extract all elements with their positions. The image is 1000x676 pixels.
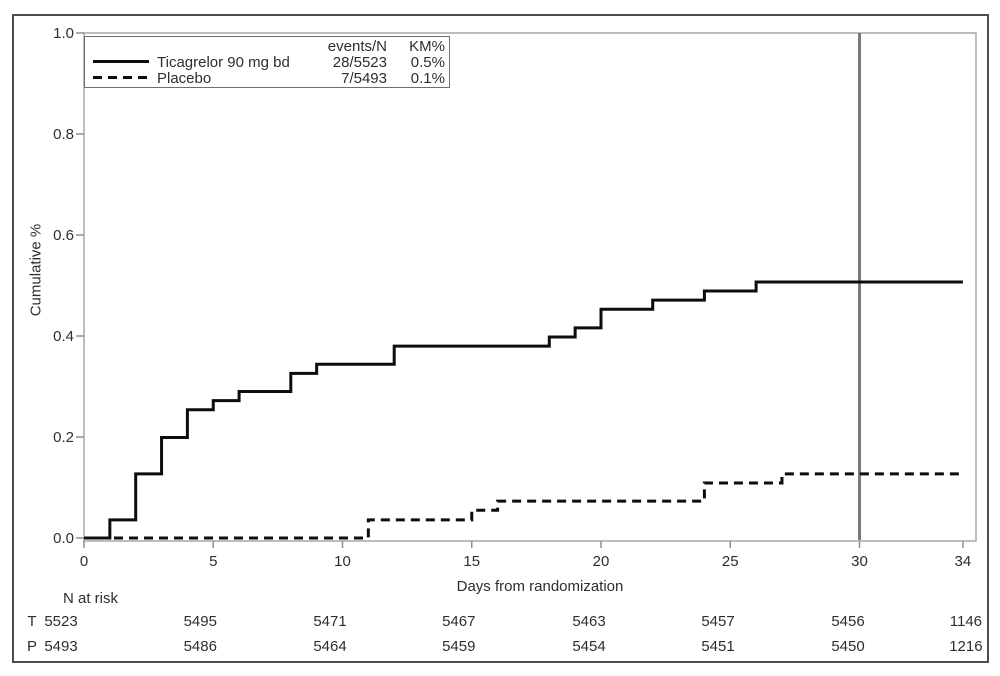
n-at-risk-row-ticagrelor: T 5523 5495 5471 5467 5463 5457 5456 1146 bbox=[0, 613, 1000, 630]
legend-header-row: events/N KM% bbox=[85, 39, 445, 55]
x-tick-label: 30 bbox=[851, 553, 868, 570]
n-at-risk-row-placebo: P 5493 5486 5464 5459 5454 5451 5450 1216 bbox=[0, 638, 1000, 655]
legend-swatch-cell bbox=[85, 71, 157, 87]
legend-header-events: events/N bbox=[327, 38, 387, 55]
legend-header-swatch-spacer bbox=[85, 39, 157, 55]
x-tick-label: 5 bbox=[209, 553, 217, 570]
y-tick-label: 0.2 bbox=[53, 429, 74, 446]
y-tick-label: 0.0 bbox=[53, 530, 74, 547]
y-axis-title: Cumulative % bbox=[27, 223, 45, 317]
x-tick-label: 0 bbox=[80, 553, 88, 570]
n-at-risk-value: 1216 bbox=[949, 638, 983, 655]
n-at-risk-value: 5471 bbox=[313, 613, 347, 630]
y-tick-label: 0.6 bbox=[53, 227, 74, 244]
x-tick-label: 15 bbox=[463, 553, 480, 570]
figure-border bbox=[12, 14, 989, 663]
n-at-risk-value: 5523 bbox=[44, 613, 78, 630]
n-at-risk-value: 5467 bbox=[442, 613, 476, 630]
km-curve-ticagrelor bbox=[84, 280, 963, 540]
legend-series-label: Placebo bbox=[157, 70, 212, 87]
y-tick-label: 1.0 bbox=[53, 25, 74, 42]
km-curve-placebo bbox=[84, 472, 963, 540]
legend-header-km: KM% bbox=[409, 38, 445, 55]
legend-series-km: 0.5% bbox=[410, 54, 445, 71]
n-at-risk-value: 1146 bbox=[949, 613, 983, 630]
solid-line-swatch bbox=[93, 60, 149, 64]
x-tick-label: 10 bbox=[334, 553, 351, 570]
legend-row-placebo: Placebo 7/5493 0.1% bbox=[85, 71, 445, 87]
y-tick-label: 0.8 bbox=[53, 126, 74, 143]
n-at-risk-group-label: T bbox=[27, 613, 37, 630]
n-at-risk-value: 5486 bbox=[183, 638, 217, 655]
n-at-risk-value: 5464 bbox=[313, 638, 347, 655]
n-at-risk-value: 5459 bbox=[442, 638, 476, 655]
plot-frame bbox=[83, 32, 977, 542]
legend-header-label-spacer bbox=[157, 39, 303, 55]
n-at-risk-group-label: P bbox=[26, 638, 37, 655]
x-tick-label: 20 bbox=[593, 553, 610, 570]
y-tick-label: 0.4 bbox=[53, 328, 74, 345]
legend-series-km: 0.1% bbox=[410, 70, 445, 87]
legend-row-ticagrelor: Ticagrelor 90 mg bd 28/5523 0.5% bbox=[85, 55, 445, 71]
x-tick-label: 34 bbox=[955, 553, 972, 570]
n-at-risk-value: 5463 bbox=[572, 613, 606, 630]
n-at-risk-value: 5456 bbox=[831, 613, 865, 630]
legend-swatch-cell bbox=[85, 55, 157, 71]
legend-box: events/N KM% Ticagrelor 90 mg bd 28/5523… bbox=[84, 36, 450, 88]
n-at-risk-value: 5454 bbox=[572, 638, 606, 655]
legend-series-events: 28/5523 bbox=[332, 54, 387, 71]
n-at-risk-value: 5457 bbox=[701, 613, 735, 630]
n-at-risk-value: 5451 bbox=[701, 638, 735, 655]
n-at-risk-value: 5450 bbox=[831, 638, 865, 655]
dashed-line-swatch bbox=[93, 76, 149, 80]
legend-series-label: Ticagrelor 90 mg bd bbox=[157, 54, 290, 71]
n-at-risk-value: 5495 bbox=[183, 613, 217, 630]
n-at-risk-value: 5493 bbox=[44, 638, 78, 655]
n-at-risk-label: N at risk bbox=[63, 590, 119, 607]
x-tick-label: 25 bbox=[722, 553, 739, 570]
x-axis-title: Days from randomization bbox=[456, 578, 624, 595]
legend-series-events: 7/5493 bbox=[341, 70, 387, 87]
